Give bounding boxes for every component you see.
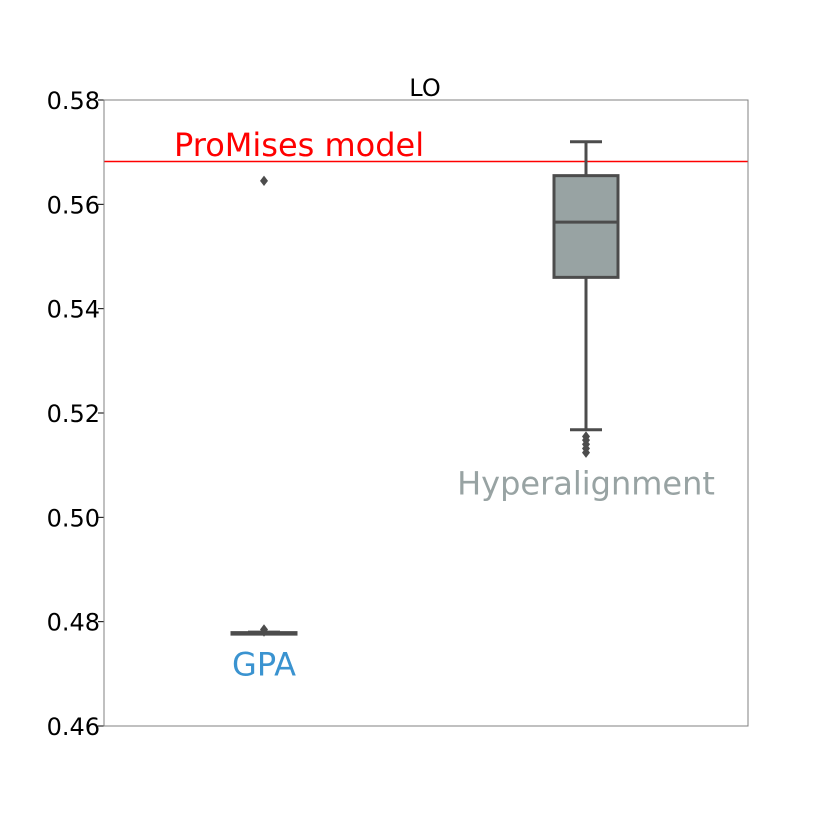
box-label: GPA bbox=[232, 646, 296, 684]
outlier-point bbox=[260, 175, 268, 187]
box-group-hyperalignment: Hyperalignment bbox=[457, 140, 715, 503]
y-tick-label: 0.54 bbox=[47, 296, 100, 324]
outlier-point bbox=[260, 626, 268, 637]
y-tick-label: 0.46 bbox=[47, 713, 100, 741]
plot-area: GPA Hyperalignment bbox=[104, 140, 748, 684]
y-tick-label: 0.56 bbox=[47, 191, 100, 219]
chart-title: LO bbox=[409, 74, 440, 102]
y-tick-label: 0.48 bbox=[47, 609, 100, 637]
box bbox=[552, 174, 620, 279]
outlier-point bbox=[582, 447, 590, 458]
y-tick-label: 0.50 bbox=[47, 504, 100, 532]
y-tick-label: 0.52 bbox=[47, 400, 100, 428]
plot-frame bbox=[103, 99, 749, 727]
box-label: Hyperalignment bbox=[457, 465, 715, 503]
box-group-gpa: GPA bbox=[230, 175, 298, 684]
y-axis: 0.46 0.48 0.50 0.52 0.54 0.56 0.58 bbox=[47, 87, 104, 741]
reference-line-label: ProMises model bbox=[174, 126, 424, 164]
y-tick-label: 0.58 bbox=[47, 87, 100, 115]
